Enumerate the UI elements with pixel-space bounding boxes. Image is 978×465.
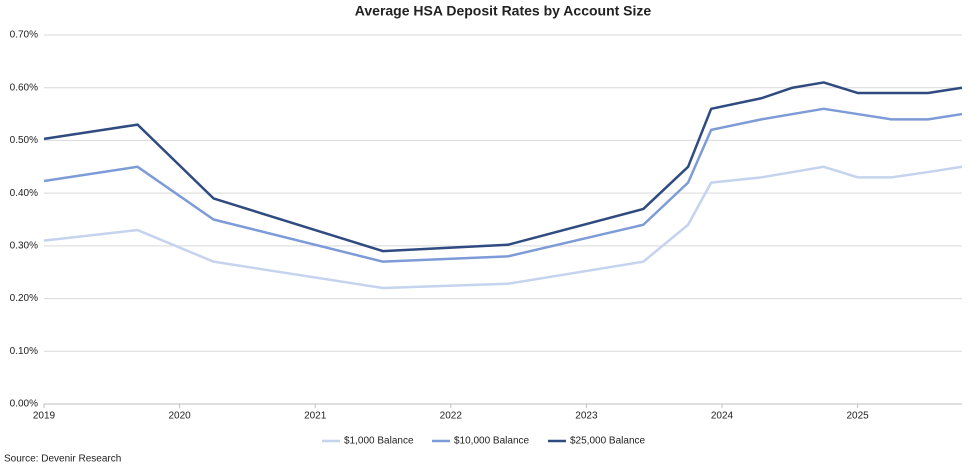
y-tick-label: 0.50% <box>10 135 38 146</box>
y-tick-label: 0.00% <box>10 399 38 410</box>
chart-title: Average HSA Deposit Rates by Account Siz… <box>355 3 652 19</box>
series-line <box>43 165 963 290</box>
legend-label: $10,000 Balance <box>454 436 530 447</box>
series-line <box>43 81 963 253</box>
x-tick-label: 2019 <box>33 411 56 422</box>
x-tick-label: 2021 <box>304 411 327 422</box>
y-tick-label: 0.30% <box>10 240 38 251</box>
x-tick-label: 2025 <box>846 411 869 422</box>
x-tick-label: 2020 <box>168 411 191 422</box>
y-tick-label: 0.10% <box>10 346 38 357</box>
x-tick-label: 2024 <box>711 411 734 422</box>
legend-label: $1,000 Balance <box>344 436 414 447</box>
y-tick-label: 0.20% <box>10 293 38 304</box>
y-tick-label: 0.60% <box>10 82 38 93</box>
legend-label: $25,000 Balance <box>570 436 646 447</box>
series-line <box>43 107 963 263</box>
x-tick-label: 2023 <box>575 411 598 422</box>
x-tick-label: 2022 <box>440 411 463 422</box>
y-tick-label: 0.40% <box>10 188 38 199</box>
source-note: Source: Devenir Research <box>4 454 121 465</box>
y-tick-label: 0.70% <box>10 30 38 41</box>
